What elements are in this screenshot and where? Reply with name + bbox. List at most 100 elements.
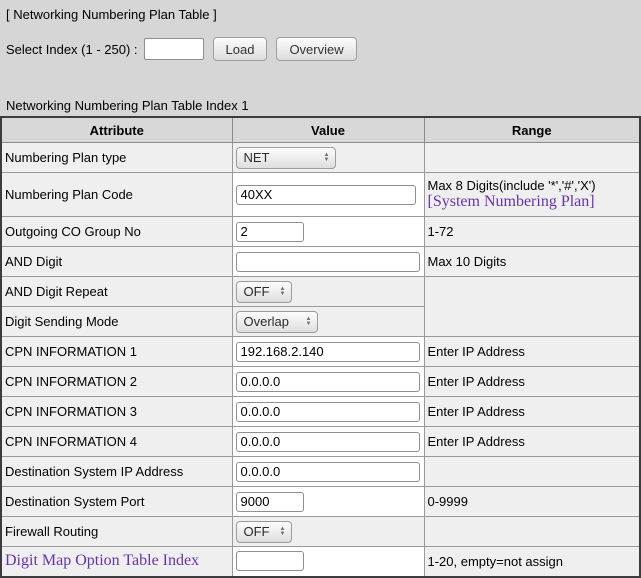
firewall-routing-select[interactable]: OFF ▲ ▼	[235, 520, 292, 543]
range-text: 1-72	[427, 224, 454, 239]
value-cell	[231, 366, 425, 397]
table-row: Outgoing CO Group No 1-72	[0, 216, 641, 247]
range-cell: Enter IP Address	[423, 396, 641, 427]
attribute-label: AND Digit Repeat	[5, 284, 108, 299]
attribute-label: CPN INFORMATION 3	[5, 404, 137, 419]
attribute-label: Destination System IP Address	[5, 464, 184, 479]
attribute-cell: CPN INFORMATION 2	[0, 366, 233, 397]
range-cell: Enter IP Address	[423, 426, 641, 457]
numbering-plan-table: Attribute Value Range Numbering Plan typ…	[0, 116, 641, 578]
column-header-range: Range	[423, 116, 641, 143]
range-text: Max 10 Digits	[427, 254, 507, 269]
attribute-label: CPN INFORMATION 4	[5, 434, 137, 449]
table-row: CPN INFORMATION 1 Enter IP Address	[0, 336, 641, 367]
attribute-cell: Digit Sending Mode	[0, 306, 233, 337]
range-text: Enter IP Address	[427, 344, 525, 359]
range-cell	[423, 276, 641, 337]
table-caption: Networking Numbering Plan Table Index 1	[6, 98, 249, 113]
table-row: Destination System Port 0-9999	[0, 486, 641, 517]
value-cell	[231, 396, 425, 427]
select-value: OFF	[243, 524, 270, 539]
outgoing-co-group-no-input[interactable]	[235, 221, 304, 242]
attribute-label: CPN INFORMATION 1	[5, 344, 137, 359]
value-cell	[231, 246, 425, 277]
attribute-cell: AND Digit Repeat	[0, 276, 233, 307]
table-row: Numbering Plan Code Max 8 Digits(include …	[0, 172, 641, 217]
destination-system-ip-address-input[interactable]	[235, 461, 420, 482]
column-header-attribute: Attribute	[0, 116, 233, 143]
range-cell: 1-72	[423, 216, 641, 247]
range-text: 0-9999	[427, 494, 468, 509]
range-text: Enter IP Address	[427, 374, 525, 389]
attribute-cell: Firewall Routing	[0, 516, 233, 547]
select-stepper-icon: ▲ ▼	[279, 285, 286, 297]
load-button[interactable]: Load	[212, 37, 268, 61]
numbering-plan-type-select[interactable]: NET ▲ ▼	[235, 146, 336, 169]
table-row: CPN INFORMATION 4 Enter IP Address	[0, 426, 641, 457]
range-cell	[423, 142, 641, 173]
value-cell: NET ▲ ▼	[231, 142, 425, 173]
attribute-label: Numbering Plan Code	[5, 187, 133, 202]
range-cell: Max 8 Digits(include '*','#','X') [System…	[423, 172, 641, 217]
attribute-cell: Destination System IP Address	[0, 456, 233, 487]
table-row: Digit Sending Mode Overlap ▲ ▼	[0, 306, 640, 337]
table-header-row: Attribute Value Range	[0, 116, 641, 143]
attribute-cell: Digit Map Option Table Index	[0, 546, 233, 577]
range-cell	[423, 456, 641, 487]
attribute-label: AND Digit	[5, 254, 63, 269]
range-text: Enter IP Address	[427, 434, 525, 449]
value-cell: OFF ▲ ▼	[231, 516, 425, 547]
table-row: Destination System IP Address	[0, 456, 641, 487]
range-text: Max 8 Digits(include '*','#','X')	[427, 178, 596, 193]
range-cell	[423, 516, 641, 547]
select-stepper-icon: ▲ ▼	[279, 525, 286, 537]
page: [ Networking Numbering Plan Table ] Sele…	[0, 0, 641, 113]
select-stepper-icon: ▲ ▼	[323, 151, 330, 163]
range-cell: 0-9999	[423, 486, 641, 517]
select-value: Overlap	[243, 314, 290, 329]
value-cell	[231, 216, 425, 247]
digit-map-option-table-index-input[interactable]	[235, 551, 304, 572]
attribute-cell: Destination System Port	[0, 486, 233, 517]
select-index-form: Select Index (1 - 250) : Load Overview	[6, 37, 635, 61]
attribute-label: Numbering Plan type	[5, 150, 127, 165]
digit-map-option-table-index-link[interactable]: Digit Map Option Table Index	[5, 552, 200, 570]
cpn-information-3-input[interactable]	[235, 401, 420, 422]
and-digit-repeat-select[interactable]: OFF ▲ ▼	[235, 280, 292, 303]
value-cell: Overlap ▲ ▼	[231, 306, 425, 337]
attribute-cell: Outgoing CO Group No	[0, 216, 233, 247]
value-cell	[231, 486, 425, 517]
attribute-cell: CPN INFORMATION 3	[0, 396, 233, 427]
table-row: Numbering Plan type NET ▲ ▼	[0, 142, 641, 173]
value-cell	[231, 336, 425, 367]
numbering-plan-code-input[interactable]	[235, 184, 416, 205]
column-header-value: Value	[231, 116, 425, 143]
attribute-label: CPN INFORMATION 2	[5, 374, 137, 389]
select-value: NET	[243, 150, 270, 165]
attribute-cell: CPN INFORMATION 1	[0, 336, 233, 367]
attribute-label: Destination System Port	[5, 494, 145, 509]
destination-system-port-input[interactable]	[235, 491, 304, 512]
table-row: Digit Map Option Table Index 1-20, empty=…	[0, 546, 641, 577]
cpn-information-4-input[interactable]	[235, 431, 420, 452]
range-cell: Max 10 Digits	[423, 246, 641, 277]
value-cell	[231, 456, 425, 487]
cpn-information-1-input[interactable]	[235, 341, 420, 362]
select-index-input[interactable]	[143, 38, 204, 60]
attribute-label: Outgoing CO Group No	[5, 224, 141, 239]
system-numbering-plan-link[interactable]: [System Numbering Plan]	[427, 193, 595, 210]
digit-sending-mode-select[interactable]: Overlap ▲ ▼	[235, 310, 318, 333]
and-digit-input[interactable]	[235, 251, 420, 272]
attribute-cell: Numbering Plan Code	[0, 172, 233, 217]
cpn-information-2-input[interactable]	[235, 371, 420, 392]
table-row: CPN INFORMATION 2 Enter IP Address	[0, 366, 641, 397]
table-row: AND Digit Repeat OFF ▲ ▼	[0, 276, 641, 337]
attribute-label: Firewall Routing	[5, 524, 99, 539]
overview-button[interactable]: Overview	[276, 37, 357, 61]
range-cell: Enter IP Address	[423, 336, 641, 367]
table-row: AND Digit Max 10 Digits	[0, 246, 641, 277]
page-title: [ Networking Numbering Plan Table ]	[6, 7, 217, 22]
attribute-cell: Numbering Plan type	[0, 142, 233, 173]
range-cell: 1-20, empty=not assign	[423, 546, 641, 577]
value-cell	[231, 546, 425, 577]
